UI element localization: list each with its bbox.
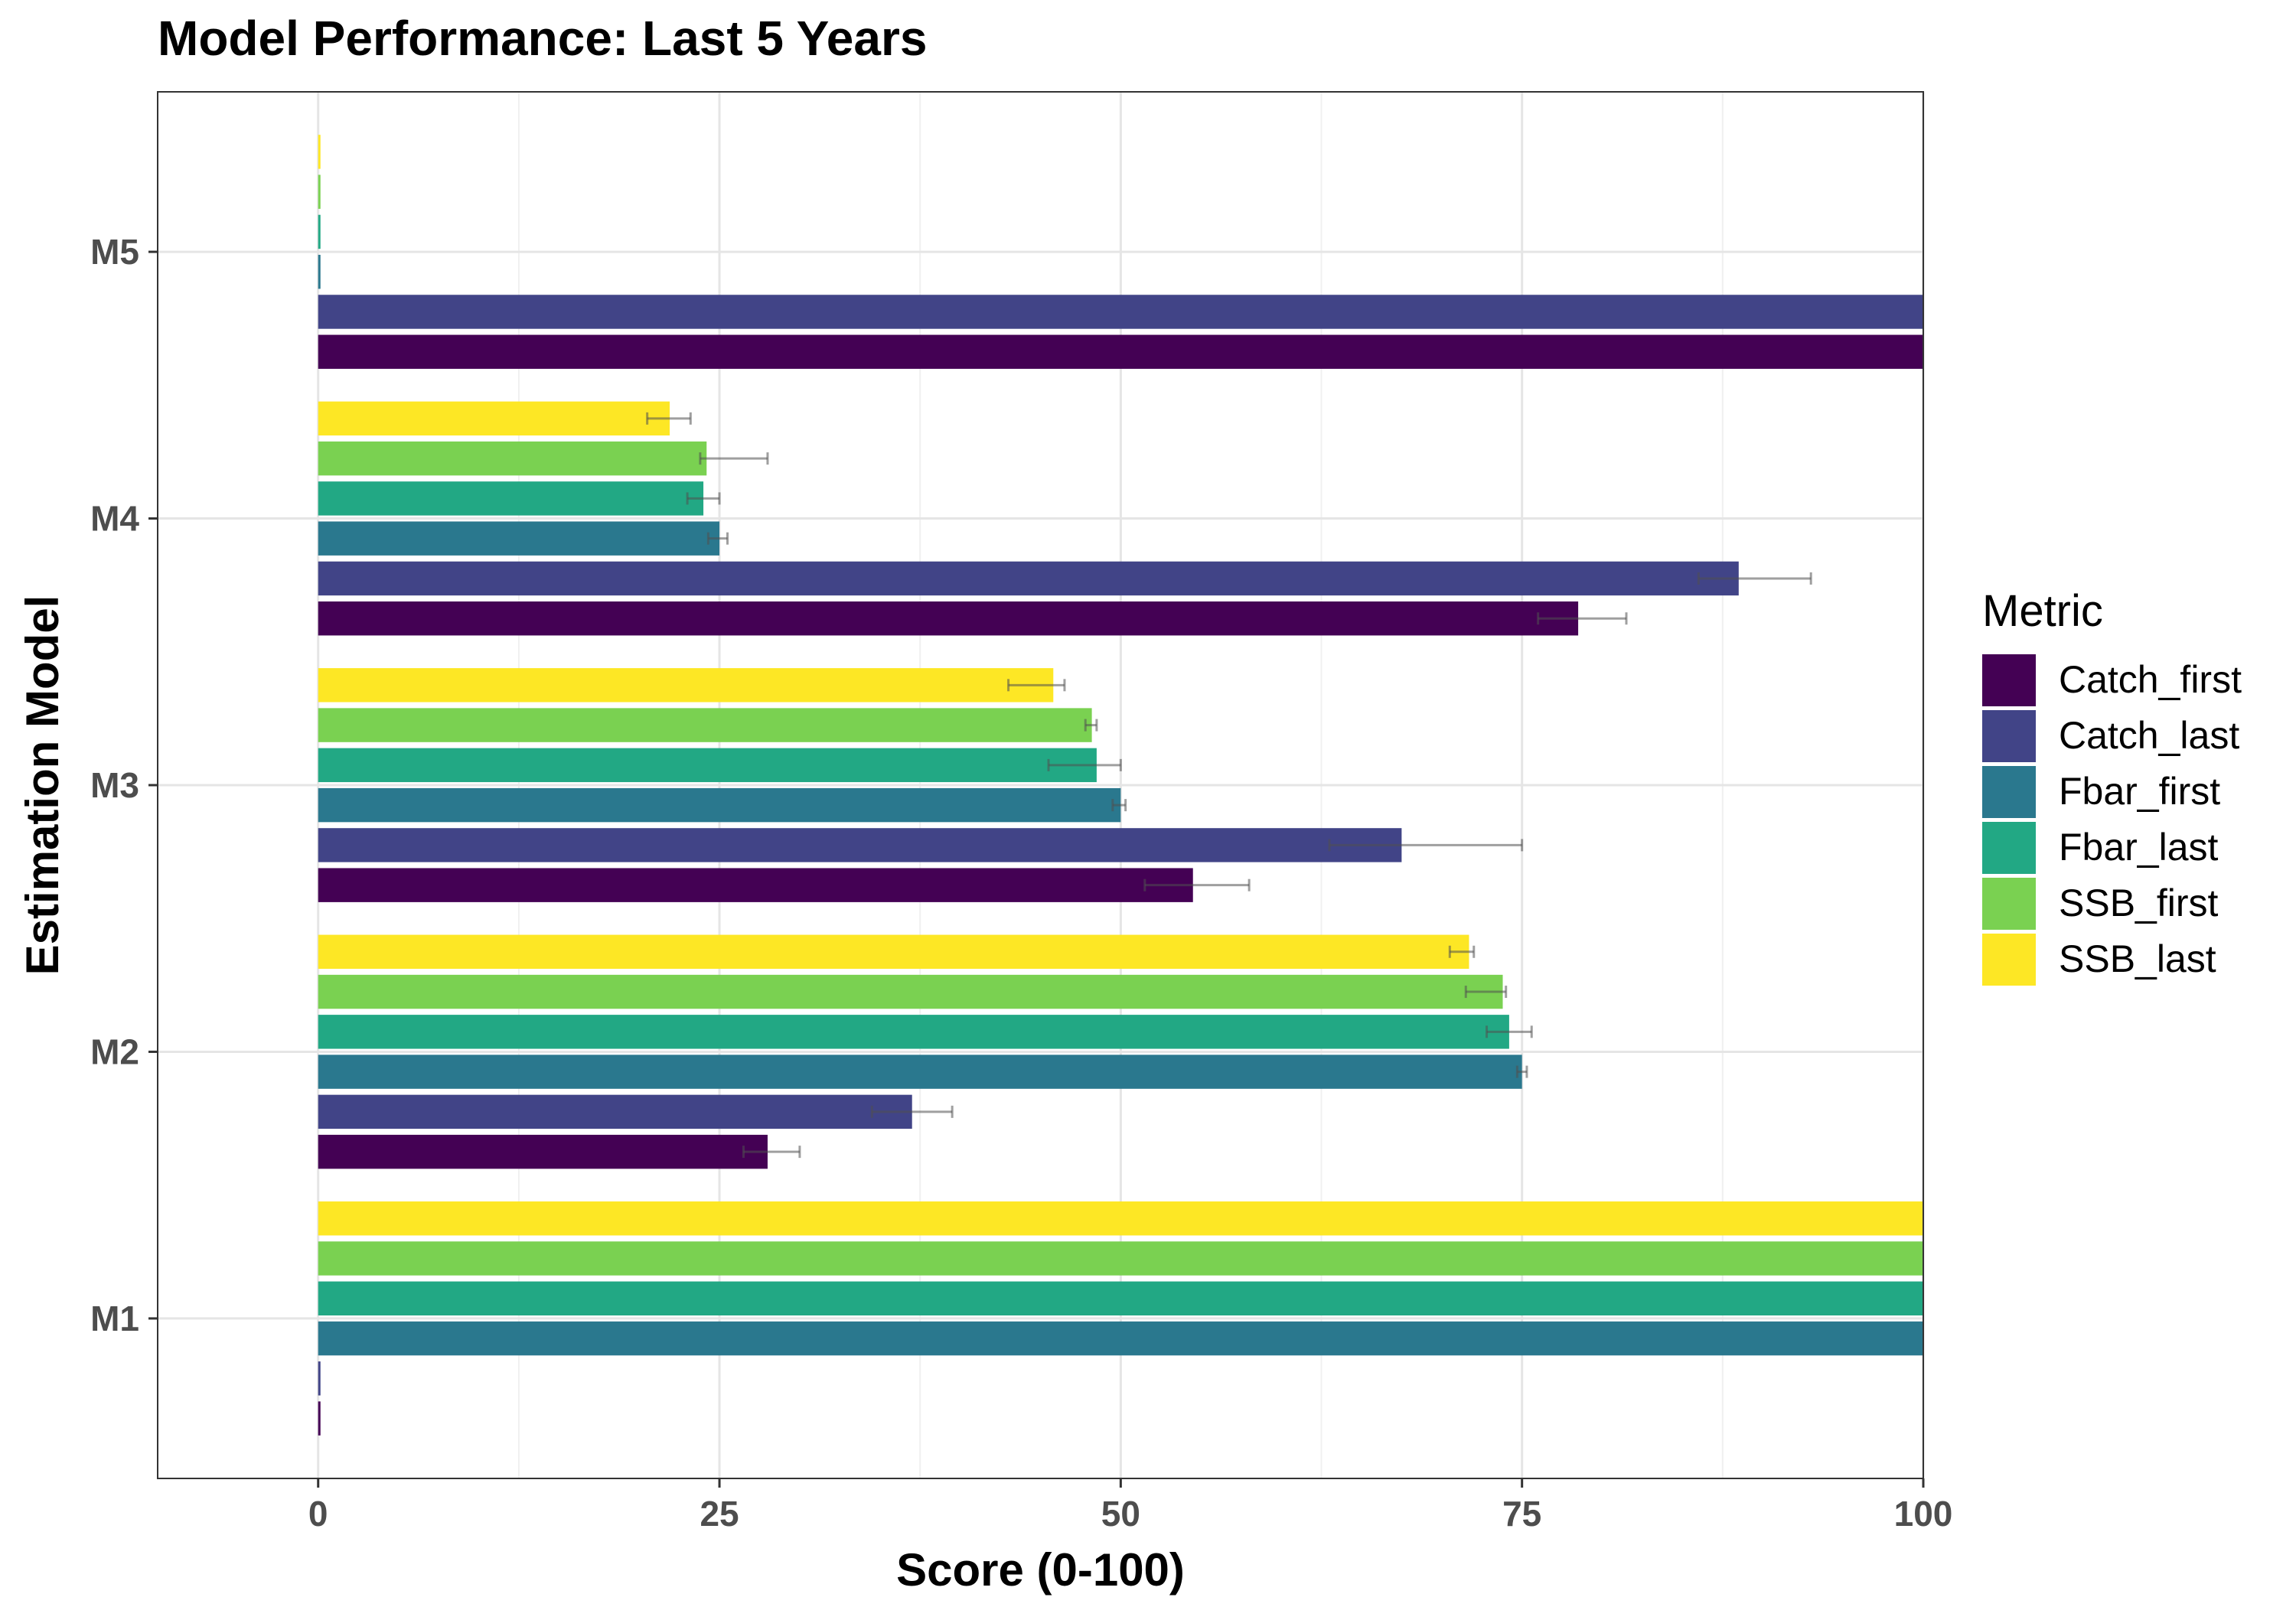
- bar-M1-SSB_first: [318, 1241, 1923, 1276]
- bar-M3-Catch_first: [318, 868, 1193, 902]
- error-bar-M4-Fbar_last: [686, 492, 721, 505]
- y-tick-label: M1: [90, 1299, 139, 1338]
- bar-M4-Catch_last: [318, 561, 1739, 596]
- bar-M1-Catch_last: [318, 1361, 321, 1396]
- x-tick-label: 50: [1101, 1494, 1140, 1534]
- error-bar-M4-Fbar_first: [706, 532, 729, 545]
- bar-M1-SSB_last: [318, 1201, 1923, 1236]
- error-bar-M4-Catch_last: [1697, 572, 1812, 585]
- chart-title: Model Performance: Last 5 Years: [158, 11, 927, 66]
- bar-M2-Fbar_last: [318, 1015, 1509, 1049]
- error-bar-M4-Catch_first: [1537, 612, 1628, 625]
- bar-M3-Fbar_last: [318, 748, 1097, 783]
- error-bar-M2-SSB_first: [1464, 986, 1508, 999]
- bar-M5-Fbar_last: [318, 214, 321, 249]
- error-bar-M3-Catch_last: [1328, 839, 1524, 852]
- bar-M4-Catch_first: [318, 601, 1579, 636]
- legend-label-Fbar_last: Fbar_last: [2059, 826, 2219, 869]
- bar-M3-Catch_last: [318, 828, 1402, 862]
- legend-label-Catch_last: Catch_last: [2059, 714, 2239, 757]
- legend-swatch-Fbar_last: [1982, 822, 2036, 874]
- bar-M2-Catch_first: [318, 1134, 768, 1169]
- error-bar-M2-Fbar_last: [1486, 1025, 1533, 1038]
- bar-M4-Fbar_first: [318, 521, 720, 556]
- error-bar-M2-Fbar_first: [1515, 1065, 1528, 1078]
- y-tick-label: M3: [90, 765, 139, 805]
- legend: Metric Catch_first Catch_last Fbar_first Fb…: [1982, 586, 2242, 986]
- error-bar-M4-SSB_first: [699, 452, 769, 465]
- error-bar-M2-Catch_first: [742, 1146, 801, 1159]
- legend-label-Fbar_first: Fbar_first: [2059, 770, 2220, 813]
- bar-M4-SSB_last: [318, 401, 670, 436]
- error-bar-M3-SSB_first: [1084, 719, 1098, 732]
- bar-M3-SSB_last: [318, 668, 1054, 702]
- legend-label-SSB_last: SSB_last: [2059, 937, 2216, 980]
- x-tick-label: 25: [700, 1494, 739, 1534]
- x-axis-title: Score (0-100): [896, 1544, 1185, 1596]
- legend-label-SSB_first: SSB_first: [2059, 882, 2219, 924]
- axis-ticks: 0 25 50 75 100 M1 M2 M3 M4 M5: [90, 232, 1952, 1534]
- x-tick-label: 75: [1502, 1494, 1541, 1534]
- bar-M5-Catch_first: [318, 334, 1923, 369]
- legend-swatch-SSB_first: [1982, 878, 2036, 930]
- bar-M1-Fbar_last: [318, 1281, 1923, 1316]
- legend-swatch-Fbar_first: [1982, 766, 2036, 818]
- legend-swatch-SSB_last: [1982, 934, 2036, 986]
- bar-M2-SSB_first: [318, 974, 1503, 1009]
- bars: [318, 135, 1923, 1436]
- error-bar-M2-Catch_last: [870, 1105, 954, 1118]
- bar-M2-Fbar_first: [318, 1054, 1522, 1089]
- y-tick-label: M4: [90, 499, 139, 539]
- y-axis-title: Estimation Model: [17, 595, 68, 976]
- bar-M1-Fbar_first: [318, 1321, 1923, 1356]
- error-bar-M3-SSB_last: [1007, 679, 1066, 692]
- legend-label-Catch_first: Catch_first: [2059, 658, 2242, 701]
- bar-M2-SSB_last: [318, 934, 1469, 970]
- y-tick-label: M5: [90, 232, 139, 272]
- bar-M5-SSB_first: [318, 174, 321, 209]
- error-bar-M4-SSB_last: [646, 412, 692, 425]
- bar-M4-SSB_first: [318, 441, 707, 476]
- bar-M3-SSB_first: [318, 708, 1092, 742]
- bar-M4-Fbar_last: [318, 481, 704, 516]
- bar-M2-Catch_last: [318, 1094, 912, 1129]
- legend-swatch-Catch_first: [1982, 654, 2036, 706]
- bar-M5-Catch_last: [318, 295, 1923, 329]
- error-bars: [646, 412, 1812, 1159]
- y-tick-label: M2: [90, 1032, 139, 1071]
- bar-M3-Fbar_first: [318, 787, 1121, 823]
- x-tick-label: 0: [308, 1494, 328, 1534]
- bar-M1-Catch_first: [318, 1401, 321, 1436]
- bar-M5-SSB_last: [318, 135, 321, 169]
- bar-M5-Fbar_first: [318, 254, 321, 289]
- error-bar-M3-Fbar_first: [1111, 799, 1127, 812]
- x-tick-label: 100: [1894, 1494, 1953, 1534]
- legend-title: Metric: [1982, 586, 2103, 636]
- legend-swatch-Catch_last: [1982, 710, 2036, 762]
- error-bar-M3-Fbar_last: [1047, 758, 1122, 771]
- error-bar-M3-Catch_first: [1143, 878, 1251, 892]
- error-bar-M2-SSB_last: [1448, 945, 1476, 958]
